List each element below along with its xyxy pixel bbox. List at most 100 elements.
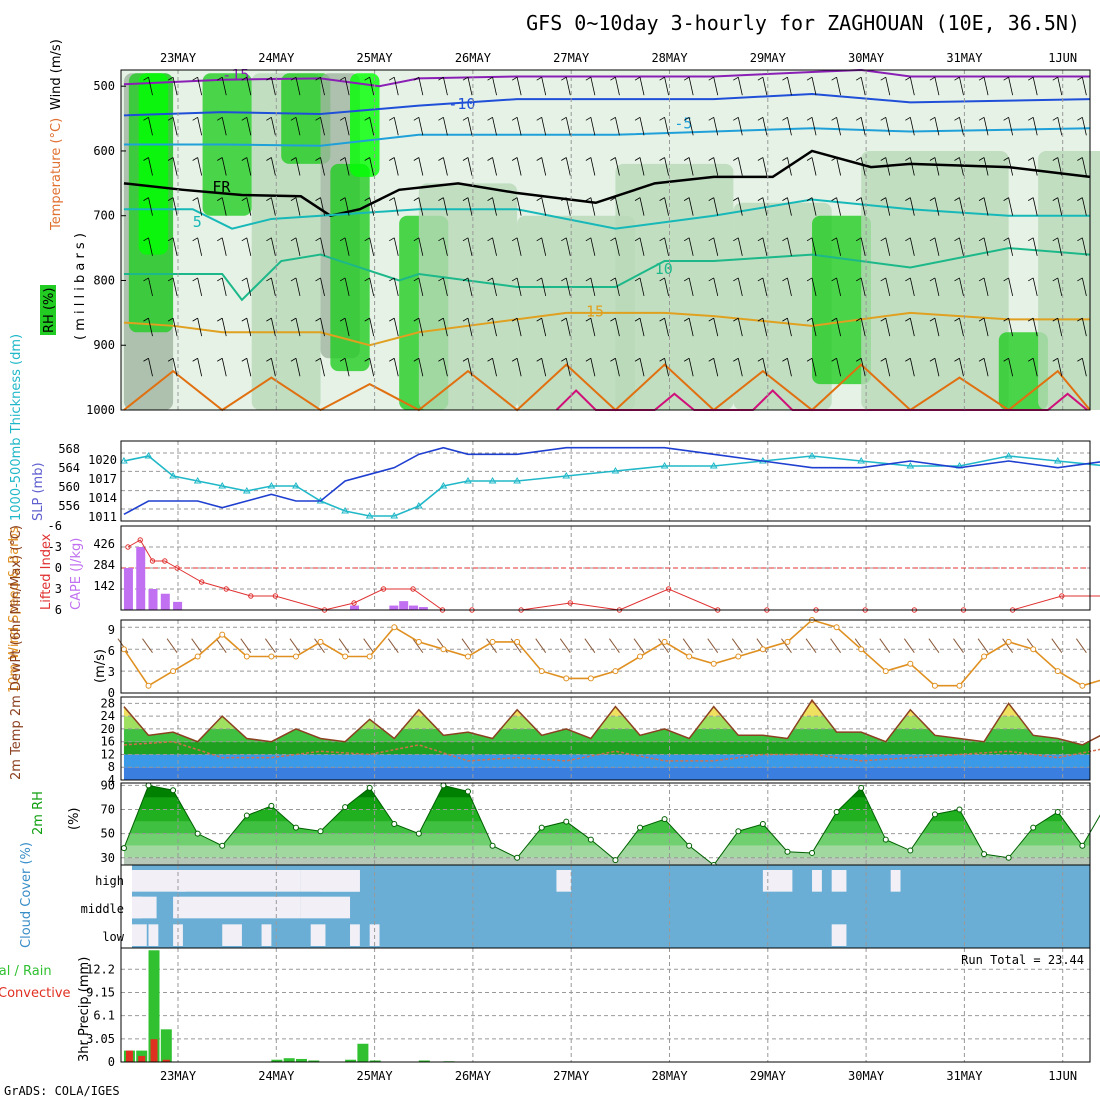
wind-barb-flag: [364, 157, 370, 161]
wind-barb: [909, 318, 915, 337]
wind-barb-flag: [266, 277, 272, 282]
wind-barb: [713, 77, 719, 96]
wind-barb: [664, 77, 669, 96]
wind-barb: [541, 157, 547, 176]
rh-point: [637, 824, 644, 831]
date-label-top: 23MAY: [160, 51, 197, 65]
precip-tick: 0: [108, 1055, 115, 1069]
wind-barb: [762, 237, 768, 256]
wind-barb: [811, 358, 817, 377]
thickness-line-point: [439, 482, 448, 489]
wind-barb-flag: [733, 197, 739, 201]
wind-barb-flag: [561, 157, 567, 161]
wind-barb-flag: [1028, 157, 1034, 161]
surface-wind-barb: [215, 638, 227, 653]
wind-barb-flag: [954, 237, 960, 242]
wind-barb: [516, 318, 522, 337]
wind-barb: [270, 117, 276, 136]
rh-point: [170, 787, 177, 794]
wind-barb: [934, 117, 940, 136]
cape-labels: Lifted Index CAPE (J/kg): [39, 533, 84, 610]
wind-barb-flag: [978, 116, 985, 121]
surface-wind-barb: [289, 638, 301, 653]
rh-shading: [281, 73, 331, 164]
wind-barb-flag: [536, 317, 542, 322]
wind-barb: [909, 157, 915, 176]
thickness-line-point: [390, 512, 399, 519]
wind-barb-flag: [585, 157, 592, 161]
surface-wind-barb: [535, 638, 547, 653]
wind-barb-flag: [241, 277, 248, 282]
wind-barb: [688, 277, 694, 297]
li-point: [380, 586, 387, 592]
cloud-block: [132, 870, 187, 892]
label-wind-unit: (m/s): [93, 649, 108, 683]
wind-barb-flag: [855, 357, 862, 362]
wind-barb-flag: [536, 197, 542, 201]
wind-barb-flag: [143, 76, 149, 81]
wind-barb: [664, 318, 669, 337]
wind-barb-flag: [487, 277, 493, 282]
pressure-tick: 800: [93, 273, 115, 287]
wind-barb-flag: [438, 76, 444, 81]
wind-barb-flag: [880, 76, 886, 81]
wind-barb: [369, 277, 375, 297]
slp-tick: 1020: [88, 453, 117, 467]
wind-barb: [443, 77, 448, 96]
wind-barb-flag: [708, 317, 714, 322]
wind-barb-flag: [1052, 357, 1058, 362]
wind-barb-flag: [1052, 116, 1058, 121]
wind-speed-line-point: [366, 653, 373, 660]
wind-barb-flag: [290, 76, 297, 81]
cape-bar: [389, 605, 399, 610]
date-label-bottom: 23MAY: [160, 1069, 197, 1083]
wind-speed-line-point: [514, 638, 521, 645]
rh-point: [1005, 854, 1012, 861]
thickness-line: [123, 455, 1100, 517]
wind-barb: [713, 197, 719, 216]
wind-barb: [197, 358, 203, 377]
surface-wind-barb: [903, 638, 915, 653]
wind-barb: [639, 157, 645, 176]
wind-barb: [369, 318, 375, 337]
wind-barb: [295, 358, 301, 377]
wind-barb: [270, 277, 276, 297]
wind-barb-flag: [1077, 277, 1083, 282]
wind-barb: [615, 77, 620, 96]
wind-barb: [885, 117, 891, 136]
rh-shading: [350, 73, 380, 177]
wind-barb: [885, 277, 891, 297]
wind-barb: [492, 117, 497, 136]
wind-barb-flag: [462, 197, 469, 201]
wind-speed-line-point: [661, 638, 668, 645]
wind-barb: [565, 237, 571, 256]
wind-barb: [615, 197, 620, 216]
date-label-bottom: 26MAY: [455, 1069, 492, 1083]
wind-speed-line-point: [268, 653, 275, 660]
date-label-bottom: 29MAY: [750, 1069, 787, 1083]
temp-band: [123, 754, 1090, 768]
date-label-top: 26MAY: [455, 51, 492, 65]
wind-barb: [836, 117, 842, 136]
wind-speed-line-point: [637, 653, 644, 660]
wind-barb-flag: [1028, 116, 1034, 121]
wind-barb: [885, 358, 891, 377]
cloud-block: [831, 870, 847, 892]
wind-barb: [713, 318, 719, 337]
thickness-slp-panel: 568 564 560 556 1020 1017 1014 1011 1000-500mb T…: [9, 334, 1100, 524]
wind-barb: [270, 358, 276, 377]
label-temperature: Temperature (°C): [49, 118, 64, 231]
temp-line: [123, 698, 1100, 746]
rh-shading: [138, 73, 169, 255]
wind-barb-flag: [733, 277, 739, 282]
wind-barb: [664, 157, 669, 176]
temp-tick: 28: [101, 696, 115, 710]
wind-barb: [983, 117, 989, 136]
convective-bar: [162, 1059, 170, 1062]
wind-barb-flag: [561, 76, 567, 81]
thickness-line-point: [1004, 452, 1013, 459]
wind-barb: [172, 157, 178, 176]
wind-speed-line-point: [1030, 646, 1037, 653]
wind-barb: [959, 358, 964, 377]
cloud-level-label: low: [102, 930, 124, 944]
